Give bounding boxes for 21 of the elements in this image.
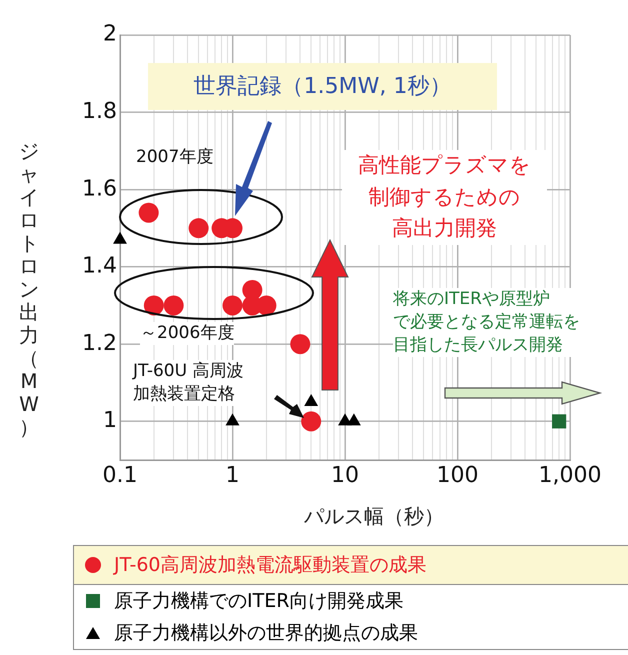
annotation: JT-60U 高周波加熱装置定格 [133, 360, 244, 406]
x-tick-label: 0.1 [102, 462, 138, 488]
legend-label: JT-60高周波加熱電流駆動装置の成果 [114, 553, 426, 578]
y-tick-label: 1 [103, 408, 117, 434]
y-tick-label: 1.2 [82, 330, 117, 356]
x-tick-label: 1,000 [538, 462, 602, 488]
x-tick-label: 100 [436, 462, 478, 488]
y-tick-label: 1.4 [82, 254, 117, 279]
x-axis-title: パルス幅（秒） [303, 503, 445, 530]
x-tick-label: 1 [226, 462, 240, 488]
y-tick-label: 2 [103, 22, 117, 47]
annotation: ～2006年度 [140, 322, 234, 345]
annotation: 高性能プラズマを制御するための高出力開発 [342, 150, 547, 244]
legend-label: 原子力機構でのITER向け開発成果 [114, 589, 404, 614]
legend-label: 原子力機構以外の世界的拠点の成果 [114, 621, 418, 646]
x-tick-label: 10 [331, 462, 359, 488]
y-tick-label: 1.8 [82, 98, 117, 124]
annotation: 2007年度 [136, 146, 214, 169]
text: ジャイロトロン出力（MW） [19, 139, 39, 439]
annotation: 将来のITERや原型炉で必要となる定常運転を目指した長パルス開発 [393, 288, 580, 357]
y-tick-label: 1.6 [82, 176, 117, 202]
